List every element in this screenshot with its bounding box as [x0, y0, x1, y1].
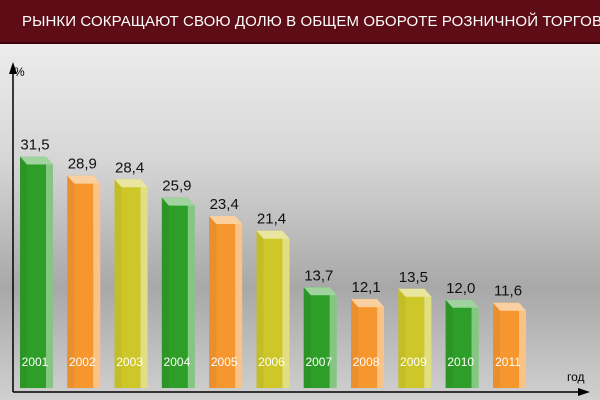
bar-top-2002: [67, 175, 101, 184]
bar-edge-2004: [161, 197, 169, 388]
value-label-2005: 23,4: [210, 196, 239, 213]
year-label-2001: 2001: [22, 355, 49, 369]
bar-top-2003: [114, 179, 148, 188]
bar-2007: 13,7 2007: [303, 267, 337, 388]
bar-side-2003: [140, 179, 148, 388]
bar-side-2011: [519, 302, 526, 388]
value-label-2008: 12,1: [351, 279, 380, 296]
bar-2004: 25,9 2004: [161, 178, 195, 388]
bar-side-2001: [46, 156, 53, 388]
bar-top-2011: [493, 302, 526, 311]
year-label-2003: 2003: [116, 355, 143, 369]
bar-top-2008: [351, 299, 385, 308]
bar-top-2001: [20, 156, 53, 165]
value-label-2006: 21,4: [257, 211, 286, 228]
year-label-2010: 2010: [447, 355, 474, 369]
x-axis-label: год: [567, 370, 585, 384]
year-label-2009: 2009: [400, 355, 427, 369]
bar-top-2007: [303, 287, 337, 296]
bar-2008: 12,1 2008: [351, 279, 385, 388]
bar-edge-2001: [20, 156, 27, 388]
value-label-2011: 11,6: [494, 283, 522, 300]
bar-edge-2005: [209, 216, 217, 388]
bar-2005: 23,4 2005: [209, 196, 243, 388]
bar-top-2006: [256, 230, 290, 239]
value-label-2003: 28,4: [115, 159, 144, 176]
value-label-2007: 13,7: [304, 267, 333, 284]
bar-2006: 21,4 2006: [256, 211, 290, 388]
bar-2001: 31,5 2001: [20, 136, 53, 388]
bar-edge-2011: [493, 302, 500, 388]
x-axis-arrow: [578, 388, 590, 396]
bar-edge-2007: [303, 287, 311, 388]
value-label-2010: 12,0: [446, 280, 475, 297]
y-axis-label: %: [14, 65, 25, 79]
bar-2011: 11,6 2011: [493, 283, 526, 388]
bar-2002: 28,9 2002: [67, 156, 101, 388]
value-label-2004: 25,9: [162, 178, 191, 195]
bar-2009: 13,5 2009: [398, 269, 432, 388]
value-label-2002: 28,9: [68, 156, 97, 173]
bar-2003: 28,4 2003: [114, 159, 148, 388]
bar-side-2002: [93, 175, 101, 388]
bar-side-2009: [424, 288, 432, 388]
chart-title: РЫНКИ СОКРАЩАЮТ СВОЮ ДОЛЮ В ОБЩЕМ ОБОРОТ…: [22, 13, 600, 30]
bar-top-2004: [161, 197, 195, 206]
bar-edge-2010: [445, 299, 453, 388]
bars-group: 31,5 2001 28,9 2002 28,4 2003 25,9 2004 23,4 2005…: [20, 136, 526, 388]
chart-axes: % год: [9, 62, 590, 396]
year-label-2011: 2011: [495, 355, 521, 369]
bar-side-2005: [235, 216, 243, 388]
value-label-2009: 13,5: [399, 269, 428, 286]
y-axis-arrow: [9, 62, 17, 74]
value-label-2001: 31,5: [20, 136, 49, 153]
bar-side-2010: [471, 299, 479, 388]
year-label-2006: 2006: [258, 355, 285, 369]
year-label-2004: 2004: [164, 355, 191, 369]
bar-top-2009: [398, 288, 432, 297]
bar-side-2004: [187, 197, 195, 388]
year-label-2005: 2005: [211, 355, 238, 369]
bar-edge-2002: [67, 175, 75, 388]
year-label-2002: 2002: [69, 355, 96, 369]
bar-side-2007: [329, 287, 337, 388]
header-bar: РЫНКИ СОКРАЩАЮТ СВОЮ ДОЛЮ В ОБЩЕМ ОБОРОТ…: [0, 0, 600, 44]
bar-side-2006: [282, 230, 290, 388]
bar-edge-2006: [256, 230, 264, 388]
bar-top-2005: [209, 216, 243, 225]
year-label-2007: 2007: [305, 355, 332, 369]
bar-edge-2003: [114, 179, 122, 388]
bar-2010: 12,0 2010: [445, 280, 479, 388]
bar-top-2010: [445, 299, 479, 308]
bar-side-2008: [377, 299, 385, 388]
bar-edge-2008: [351, 299, 359, 388]
year-label-2008: 2008: [353, 355, 380, 369]
bar-edge-2009: [398, 288, 406, 388]
